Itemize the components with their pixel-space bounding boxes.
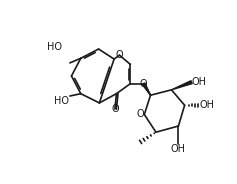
Text: OH: OH	[171, 144, 186, 154]
Text: O: O	[116, 50, 123, 60]
Text: OH: OH	[191, 77, 207, 87]
Polygon shape	[171, 81, 192, 90]
Text: HO: HO	[47, 42, 62, 52]
Text: O: O	[137, 109, 144, 119]
Text: O: O	[111, 104, 119, 114]
Polygon shape	[142, 83, 150, 95]
Text: OH: OH	[199, 100, 214, 110]
Text: O: O	[140, 79, 147, 89]
Text: HO: HO	[55, 96, 69, 106]
